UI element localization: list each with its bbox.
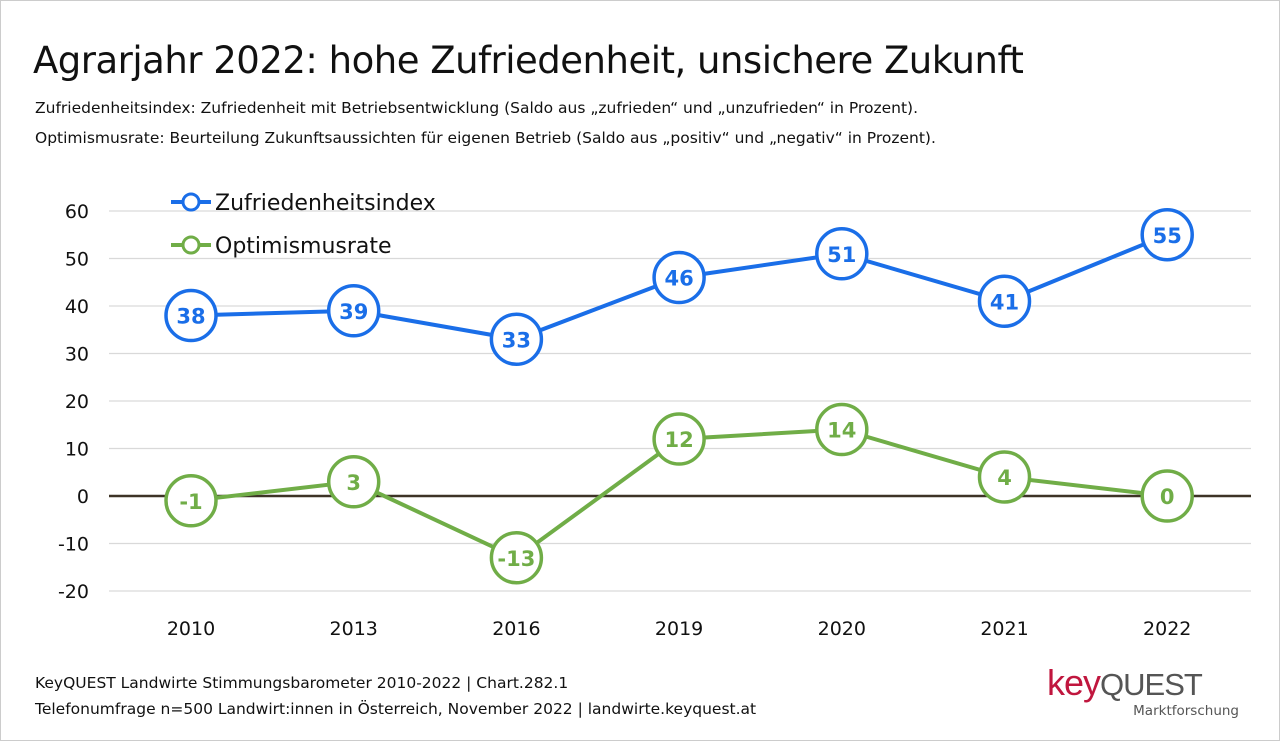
- data-point: [1140, 469, 1194, 523]
- data-point: [815, 402, 869, 457]
- x-tick-label: 2010: [167, 618, 215, 640]
- logo-subtitle: Marktforschung: [1133, 703, 1239, 719]
- y-tick-label: 50: [65, 249, 89, 271]
- x-tick-label: 2020: [818, 618, 866, 640]
- y-tick-label: 40: [65, 296, 89, 318]
- subtitle-2: Optimismusrate: Beurteilung Zukunftsauss…: [35, 129, 936, 147]
- data-label: 14: [827, 419, 856, 443]
- data-label: 4: [997, 466, 1012, 490]
- data-label: 12: [664, 428, 693, 452]
- footer-method: Telefonumfrage n=500 Landwirt:innen in Ö…: [35, 700, 757, 718]
- data-point: [489, 531, 544, 585]
- y-tick-label: 60: [65, 201, 89, 223]
- y-tick-label: 20: [65, 391, 89, 413]
- legend-label: Optimismusrate: [215, 234, 392, 259]
- legend-marker: [181, 235, 201, 255]
- data-point: [326, 284, 381, 338]
- data-point: [164, 288, 218, 343]
- data-point: [489, 312, 544, 366]
- data-label: 3: [346, 471, 361, 495]
- logo-key: key: [1047, 662, 1101, 703]
- footer-source: KeyQUEST Landwirte Stimmungsbarometer 20…: [35, 674, 569, 692]
- data-point: [1140, 208, 1194, 262]
- data-label: 38: [176, 305, 205, 329]
- data-point: [815, 227, 869, 281]
- data-point: [164, 474, 218, 528]
- x-tick-label: 2019: [655, 618, 703, 640]
- data-label: -1: [179, 490, 202, 514]
- data-label: 33: [502, 328, 531, 352]
- data-point: [652, 250, 706, 305]
- data-point: [326, 455, 381, 509]
- data-label: 46: [664, 267, 693, 291]
- x-tick-label: 2022: [1143, 618, 1191, 640]
- data-label: -13: [497, 547, 535, 571]
- x-tick-label: 2013: [330, 618, 378, 640]
- chart-title: Agrarjahr 2022: hohe Zufriedenheit, unsi…: [33, 39, 1024, 82]
- y-tick-label: 10: [65, 439, 89, 461]
- data-label: 41: [990, 290, 1019, 314]
- data-point: [977, 450, 1032, 504]
- data-point: [977, 274, 1032, 328]
- data-label: 0: [1160, 485, 1175, 509]
- subtitle-1: Zufriedenheitsindex: Zufriedenheit mit B…: [35, 99, 918, 117]
- y-tick-label: 30: [65, 344, 89, 366]
- legend-marker: [181, 192, 201, 212]
- y-tick-label: -10: [58, 534, 89, 556]
- legend-label: Zufriedenheitsindex: [215, 191, 436, 216]
- y-tick-label: -20: [58, 581, 89, 603]
- y-tick-label: 0: [77, 486, 89, 508]
- data-label: 39: [339, 300, 368, 324]
- x-tick-label: 2021: [980, 618, 1028, 640]
- data-point: [652, 412, 706, 466]
- data-label: 51: [827, 243, 856, 267]
- data-label: 55: [1153, 224, 1182, 248]
- logo-quest: QUEST: [1100, 667, 1203, 702]
- x-tick-label: 2016: [492, 618, 540, 640]
- keyquest-logo: keyQUEST Marktforschung: [1047, 662, 1247, 720]
